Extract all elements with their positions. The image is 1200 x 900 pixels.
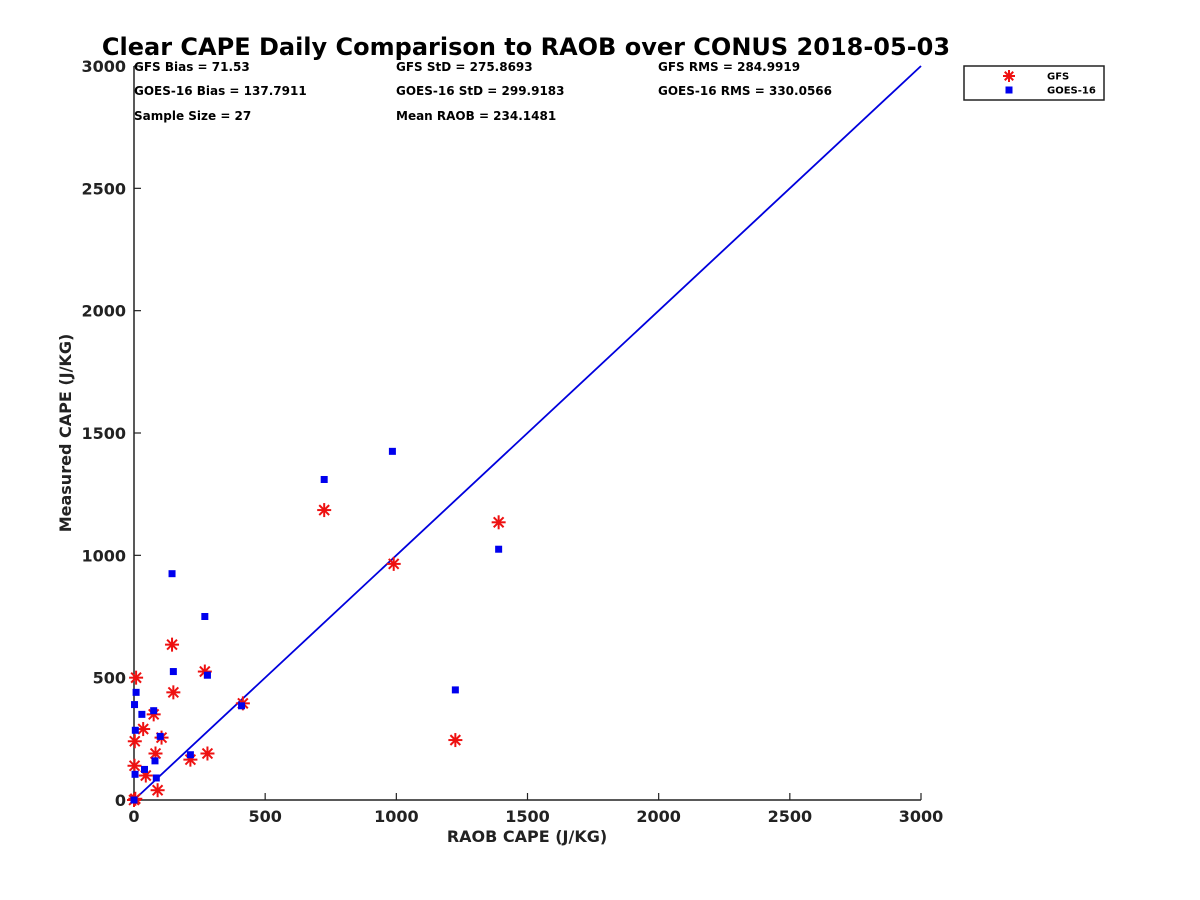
legend-box bbox=[963, 65, 1105, 101]
gfs-point bbox=[127, 758, 142, 773]
goes16-point bbox=[495, 545, 503, 553]
stat-line: Sample Size = 27 bbox=[134, 109, 251, 123]
x-tick-label: 1500 bbox=[505, 807, 550, 826]
y-tick-label: 1000 bbox=[81, 546, 126, 565]
series-gfs bbox=[127, 503, 506, 807]
y-tick-label: 2500 bbox=[81, 179, 126, 198]
gfs-point bbox=[136, 722, 151, 737]
goes16-point bbox=[238, 702, 246, 710]
y-tick-label: 0 bbox=[115, 791, 126, 810]
goes16-point bbox=[169, 668, 177, 676]
x-tick-label: 2500 bbox=[768, 807, 813, 826]
goes16-point bbox=[131, 726, 139, 734]
goes16-point bbox=[156, 732, 164, 740]
x-tick-label: 500 bbox=[248, 807, 281, 826]
legend-entry: GOES-16 bbox=[1047, 86, 1096, 97]
tick-labels: 0 500 1000 1500 2000 2500 3000 0 500 1000 1500 2000… bbox=[81, 57, 943, 826]
stat-line: GOES-16 StD = 299.9183 bbox=[396, 84, 565, 98]
data-points bbox=[127, 447, 506, 807]
goes16-point bbox=[131, 770, 139, 778]
goes16-point bbox=[186, 751, 194, 759]
legend-goes16-marker bbox=[1005, 86, 1013, 94]
gfs-point bbox=[165, 637, 180, 652]
stat-line: GFS StD = 275.8693 bbox=[396, 60, 533, 74]
stat-line: GOES-16 RMS = 330.0566 bbox=[658, 84, 832, 98]
legend-gfs-marker bbox=[1003, 70, 1015, 82]
gfs-point bbox=[386, 556, 401, 571]
legend: GFS GOES-16 bbox=[963, 65, 1105, 101]
stat-line: GOES-16 Bias = 137.7911 bbox=[134, 84, 307, 98]
gfs-point bbox=[127, 734, 142, 749]
gfs-point bbox=[200, 746, 215, 761]
reference-line bbox=[133, 65, 922, 801]
legend-entry: GFS bbox=[1047, 72, 1069, 83]
gfs-point bbox=[317, 503, 332, 518]
goes16-point bbox=[168, 570, 176, 578]
y-axis-label: Measured CAPE (J/KG) bbox=[56, 334, 75, 533]
one-to-one-line bbox=[133, 65, 922, 801]
y-tick-label: 3000 bbox=[81, 57, 126, 76]
goes16-point bbox=[131, 701, 139, 709]
chart-title: Clear CAPE Daily Comparison to RAOB over… bbox=[102, 33, 950, 61]
goes16-point bbox=[201, 613, 209, 620]
gfs-point bbox=[150, 783, 165, 798]
y-tick-label: 1500 bbox=[81, 424, 126, 443]
gfs-point bbox=[491, 515, 506, 530]
goes16-point bbox=[150, 707, 158, 715]
gfs-point bbox=[448, 733, 463, 748]
gfs-point bbox=[129, 670, 144, 685]
x-tick-label: 3000 bbox=[899, 807, 944, 826]
x-tick-label: 0 bbox=[128, 807, 139, 826]
y-tick-label: 2000 bbox=[81, 302, 126, 321]
stat-line: GFS RMS = 284.9919 bbox=[658, 60, 800, 74]
x-axis-label: RAOB CAPE (J/KG) bbox=[447, 827, 607, 846]
goes16-point bbox=[138, 710, 146, 718]
gfs-point bbox=[166, 685, 181, 700]
goes16-point bbox=[151, 757, 159, 765]
goes16-point bbox=[320, 475, 328, 483]
goes16-point bbox=[130, 796, 138, 804]
goes16-point bbox=[203, 671, 211, 679]
goes16-point bbox=[451, 686, 459, 694]
goes16-point bbox=[388, 447, 396, 455]
stat-line: GFS Bias = 71.53 bbox=[134, 60, 250, 74]
goes16-point bbox=[140, 765, 148, 773]
goes16-point bbox=[152, 774, 160, 782]
x-tick-label: 2000 bbox=[636, 807, 681, 826]
stat-line: Mean RAOB = 234.1481 bbox=[396, 109, 556, 123]
goes16-point bbox=[132, 688, 140, 696]
x-tick-label: 1000 bbox=[374, 807, 419, 826]
y-tick-label: 500 bbox=[93, 669, 126, 688]
series-goes-16 bbox=[130, 447, 503, 804]
statistics-block: GFS Bias = 71.53 GFS StD = 275.8693 GFS RM… bbox=[134, 60, 832, 123]
